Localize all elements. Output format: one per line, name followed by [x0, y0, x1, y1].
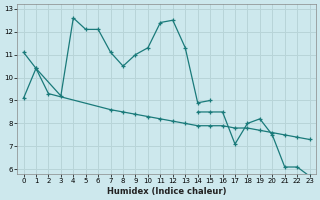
- X-axis label: Humidex (Indice chaleur): Humidex (Indice chaleur): [107, 187, 226, 196]
